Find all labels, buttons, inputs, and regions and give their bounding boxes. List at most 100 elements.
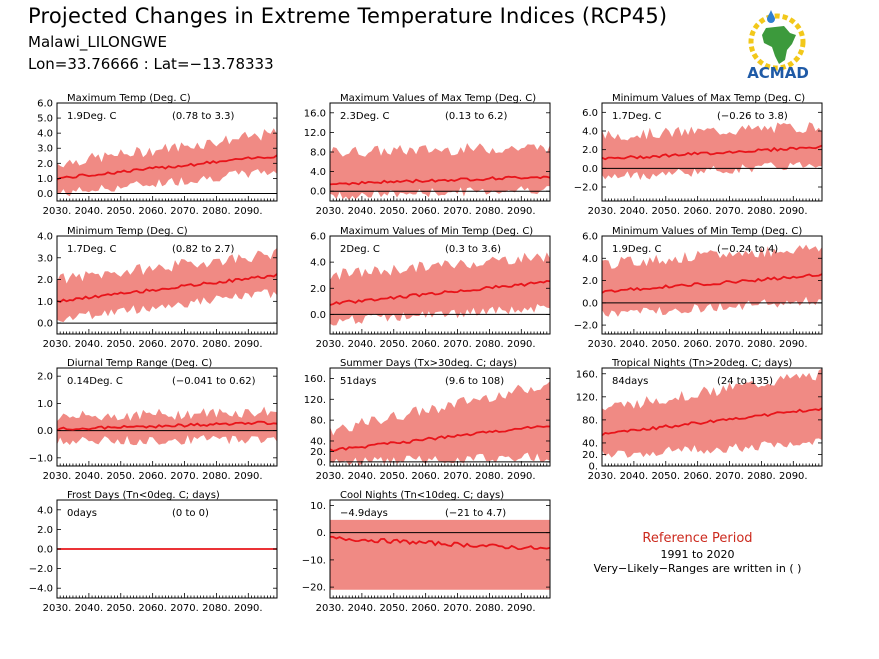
x-tick-label: 2050. [651, 471, 680, 482]
x-tick-label: 2040. [348, 603, 377, 614]
reference-title: Reference Period [642, 531, 753, 546]
y-tick-label: −2.0 [29, 564, 53, 575]
x-tick-label: 2060. [411, 471, 440, 482]
y-tick-label: 80. [582, 415, 598, 426]
x-tick-label: 2080. [202, 339, 231, 350]
x-tick-label: 2050. [106, 339, 135, 350]
y-tick-label: 0.0 [37, 545, 53, 556]
likely-range-band [330, 252, 550, 326]
x-tick-label: 2080. [747, 471, 776, 482]
chart-panel: 2030. 2040. 2050. 2060. 2070. 2080. 2090. 0.0 2.… [310, 226, 551, 350]
y-tick-label: 20. [582, 450, 598, 461]
x-tick-label: 2080. [202, 471, 231, 482]
x-tick-label: 2050. [651, 206, 680, 217]
chart-panel: 2030. 2040. 2050. 2060. 2070. 2080. 2090. −20. −… [302, 490, 551, 614]
y-tick-label: 4.0 [37, 129, 53, 140]
mean-change-label: −4.9days [340, 508, 388, 519]
x-tick-label: 2050. [379, 471, 408, 482]
x-tick-label: 2040. [348, 339, 377, 350]
x-tick-label: 2080. [475, 206, 504, 217]
x-tick-label: 2090. [779, 339, 808, 350]
x-tick-label: 2030. [316, 206, 345, 217]
chart-title: Maximum Values of Min Temp (Deg. C) [340, 226, 533, 237]
y-tick-label: 160. [576, 369, 598, 380]
y-tick-label: 1.0 [37, 174, 53, 185]
reference-years: 1991 to 2020 [660, 548, 735, 561]
likely-range-label: (0.78 to 3.3) [172, 111, 234, 122]
ensemble-mean-line [56, 273, 278, 304]
x-tick-label: 2070. [715, 471, 744, 482]
likely-range-band [602, 122, 822, 180]
y-tick-label: 1.0 [37, 399, 53, 410]
y-tick-label: 0.0 [37, 189, 53, 200]
x-tick-label: 2070. [443, 206, 472, 217]
mean-change-label: 1.7Deg. C [612, 111, 661, 122]
y-tick-label: −2.0 [574, 321, 598, 332]
y-tick-label: −20. [302, 583, 326, 594]
y-tick-label: 0. [316, 528, 326, 539]
chart-title: Diurnal Temp Range (Deg. C) [67, 358, 212, 369]
plot-frame [56, 367, 278, 467]
likely-range-band [602, 368, 822, 458]
x-tick-label: 2060. [411, 206, 440, 217]
y-tick-label: 40. [582, 438, 598, 449]
x-tick-label: 2030. [588, 206, 617, 217]
y-tick-label: 6.0 [582, 232, 598, 243]
chart-title: Tropical Nights (Tn>20deg. C; days) [611, 358, 792, 369]
y-tick-label: 2.0 [582, 276, 598, 287]
station-coordinates: Lon=33.76666 : Lat=−13.78333 [28, 55, 274, 73]
x-tick-label: 2070. [170, 603, 199, 614]
x-tick-label: 2060. [411, 339, 440, 350]
x-tick-label: 2060. [411, 603, 440, 614]
x-tick-label: 2060. [138, 471, 167, 482]
chart-panel: 2030. 2040. 2050. 2060. 2070. 2080. 2090. 0.20.… [304, 358, 551, 482]
x-tick-label: 2030. [316, 339, 345, 350]
mean-change-label: 0days [67, 508, 97, 519]
x-tick-label: 2090. [507, 339, 536, 350]
y-tick-label: 80. [310, 416, 326, 427]
x-tick-label: 2070. [443, 339, 472, 350]
y-tick-label: 2.0 [582, 145, 598, 156]
likely-range-label: (24 to 135) [717, 376, 773, 387]
reference-period-box: Reference Period 1991 to 2020 Very−Likel… [585, 531, 810, 575]
y-tick-label: 0.0 [582, 298, 598, 309]
y-tick-label: 2.0 [37, 159, 53, 170]
likely-range-label: (−21 to 4.7) [445, 508, 506, 519]
chart-title: Summer Days (Tx>30deg. C; days) [340, 358, 517, 369]
x-tick-label: 2040. [75, 339, 104, 350]
chart-title: Minimum Values of Max Temp (Deg. C) [612, 93, 805, 104]
ensemble-mean-line [56, 420, 278, 432]
x-tick-label: 2050. [106, 603, 135, 614]
y-tick-label: 0.0 [582, 164, 598, 175]
ensemble-mean-line [601, 144, 823, 161]
y-tick-label: 12.0 [304, 128, 326, 139]
likely-range-label: (−0.24 to 4) [717, 244, 778, 255]
x-tick-label: 2060. [138, 603, 167, 614]
y-tick-label: 4.0 [582, 127, 598, 138]
ensemble-mean-line [329, 279, 551, 306]
y-tick-label: −1.0 [29, 453, 53, 464]
x-tick-label: 2090. [234, 339, 263, 350]
ensemble-mean-line [329, 425, 551, 452]
acmad-logo-icon [748, 10, 806, 71]
chart-panel: 2030. 2040. 2050. 2060. 2070. 2080. 2090. 0.0 4.… [304, 93, 551, 217]
ensemble-mean-line [56, 154, 278, 181]
likely-range-label: (−0.041 to 0.62) [172, 376, 256, 387]
likely-range-label: (−0.26 to 3.8) [717, 111, 788, 122]
y-tick-label: 4.0 [37, 505, 53, 516]
y-tick-label: 3.0 [37, 144, 53, 155]
x-tick-label: 2080. [475, 339, 504, 350]
x-tick-label: 2080. [202, 206, 231, 217]
chart-panel: 2030. 2040. 2050. 2060. 2070. 2080. 2090. −2.0 0… [574, 226, 823, 350]
x-tick-label: 2030. [316, 603, 345, 614]
mean-change-label: 84days [612, 376, 648, 387]
mean-change-label: 2.3Deg. C [340, 111, 389, 122]
x-tick-label: 2060. [138, 206, 167, 217]
x-tick-label: 2070. [170, 339, 199, 350]
x-tick-label: 2070. [443, 471, 472, 482]
x-tick-label: 2080. [202, 603, 231, 614]
x-tick-label: 2030. [43, 603, 72, 614]
y-tick-label: 16.0 [304, 108, 326, 119]
chart-panel: 2030. 2040. 2050. 2060. 2070. 2080. 2090. −4.0 −… [29, 490, 278, 614]
mean-change-label: 1.7Deg. C [67, 244, 116, 255]
